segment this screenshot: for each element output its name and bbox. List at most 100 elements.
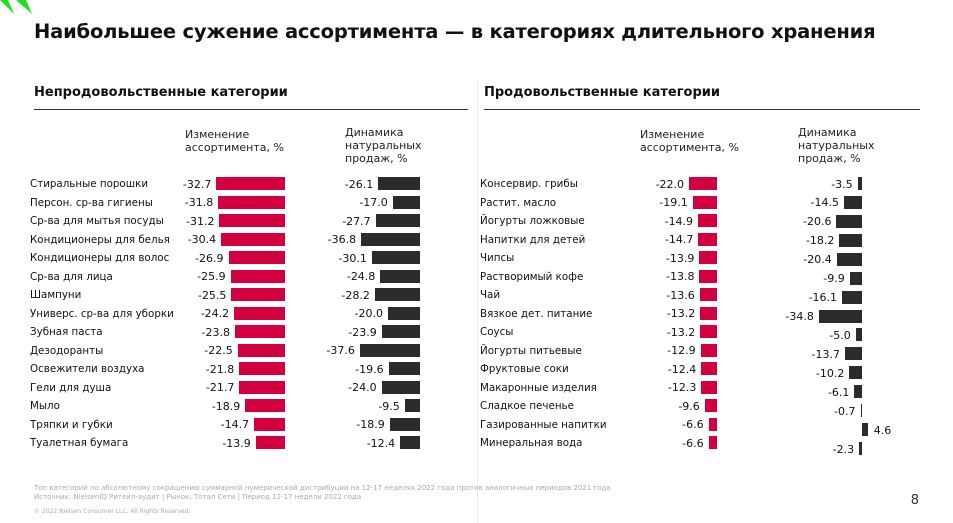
- assortment-value: -26.9: [195, 251, 224, 265]
- sales-bar: [859, 442, 862, 455]
- assortment-value: -13.2: [666, 307, 696, 320]
- assortment-bar: [255, 436, 285, 449]
- category-label: Тряпки и губки: [30, 418, 113, 431]
- assortment-value: -30.4: [187, 233, 217, 246]
- sales-value: -19.6: [355, 362, 384, 376]
- assortment-value: -13.2: [666, 325, 696, 339]
- category-label: Фруктовые соки: [480, 363, 569, 375]
- sales-bar: [855, 328, 862, 342]
- sales-bar: [862, 423, 868, 437]
- assortment-bar: [219, 214, 285, 227]
- assortment-value: -24.2: [200, 307, 230, 320]
- assortment-value: -25.9: [197, 270, 226, 283]
- sales-value: -5.0: [829, 328, 851, 342]
- sales-value: -3.5: [831, 177, 853, 191]
- assortment-value: -6.6: [682, 436, 704, 450]
- section-title: Непродовольственные категории: [34, 85, 288, 100]
- sales-bar: [400, 436, 420, 449]
- sales-bar: [359, 343, 420, 357]
- assortment-bar: [708, 436, 717, 449]
- assortment-bar: [698, 214, 717, 227]
- assortment-value: -13.9: [665, 251, 695, 265]
- assortment-value: -14.7: [220, 418, 250, 431]
- sales-bar: [380, 269, 420, 283]
- category-label: Сладкое печенье: [480, 400, 574, 412]
- sales-bar: [849, 366, 862, 380]
- category-label: Макаронные изделия: [480, 381, 597, 394]
- category-label: Чипсы: [480, 252, 515, 264]
- assortment-bar: [234, 306, 285, 320]
- sales-bar: [836, 214, 862, 228]
- sales-value: -28.2: [341, 288, 370, 302]
- sales-bar: [361, 232, 420, 246]
- assortment-bar: [239, 380, 285, 394]
- section-rule: [484, 109, 920, 110]
- sales-value: -2.3: [832, 442, 855, 456]
- category-label: Кондиционеры для волос: [30, 252, 170, 264]
- category-label: Консервир. грибы: [480, 178, 578, 190]
- category-label: Кондиционеры для белья: [30, 233, 170, 246]
- assortment-value: -13.8: [666, 270, 695, 283]
- category-label: Растворимый кофе: [480, 270, 584, 283]
- sales-value: -9.5: [378, 399, 400, 413]
- header-sales: Динамика натуральных продаж, %: [798, 126, 875, 165]
- assortment-value: -32.7: [182, 177, 212, 191]
- sales-bar: [381, 325, 420, 338]
- sales-bar: [845, 347, 862, 361]
- sales-value: -36.8: [327, 233, 357, 246]
- assortment-bar: [692, 195, 717, 209]
- category-label: Минеральная вода: [480, 437, 583, 449]
- assortment-bar: [701, 380, 717, 394]
- footnote: Топ категорий по абсолютному сокращению …: [34, 484, 611, 492]
- sales-value: -26.1: [344, 177, 374, 191]
- sales-value: -24.8: [346, 270, 376, 283]
- sales-bar: [388, 362, 420, 375]
- sales-value: -20.0: [354, 307, 383, 320]
- category-label: Шампуни: [30, 289, 82, 301]
- assortment-value: -14.9: [664, 214, 694, 228]
- assortment-bar: [239, 362, 285, 375]
- assortment-bar: [218, 195, 285, 209]
- assortment-value: -25.5: [197, 288, 227, 302]
- sales-value: -10.2: [815, 366, 845, 380]
- sales-bar: [375, 214, 420, 227]
- category-label: Стиральные порошки: [30, 178, 149, 190]
- assortment-value: -21.8: [205, 362, 235, 376]
- assortment-bar: [231, 288, 285, 301]
- assortment-value: -23.8: [201, 325, 231, 339]
- sales-value: 4.6: [873, 423, 892, 437]
- sales-bar: [818, 309, 862, 323]
- sales-bar: [860, 404, 862, 418]
- header-assortment: Изменение ассортимента, %: [640, 128, 739, 154]
- assortment-bar: [235, 325, 285, 338]
- header-sales: Динамика натуральных продаж, %: [345, 126, 422, 165]
- sales-value: -20.6: [802, 215, 832, 229]
- category-label: Йогурты ложковые: [480, 215, 585, 227]
- sales-bar: [842, 290, 862, 304]
- copyright: © 2022 Nielsen Consumer LLC. All Rights …: [34, 508, 191, 515]
- header-assortment: Изменение ассортимента, %: [185, 128, 284, 154]
- sales-value: -20.4: [803, 253, 832, 267]
- sales-bar: [371, 251, 420, 264]
- assortment-bar: [699, 251, 717, 264]
- assortment-value: -9.6: [678, 399, 700, 413]
- category-label: Соусы: [480, 326, 514, 338]
- sales-value: -16.1: [808, 291, 838, 305]
- page-title: Наибольшее сужение ассортимента — в кате…: [34, 20, 876, 43]
- sales-value: -30.1: [338, 251, 367, 265]
- category-label: Дезодоранты: [30, 344, 104, 357]
- assortment-value: -12.3: [667, 381, 697, 394]
- category-label: Гели для душа: [30, 381, 112, 394]
- assortment-bar: [221, 232, 285, 246]
- sales-value: -34.8: [785, 310, 814, 323]
- assortment-value: -22.5: [204, 344, 233, 357]
- divider: [477, 80, 478, 523]
- sales-value: -27.7: [342, 214, 371, 228]
- sales-value: -12.4: [366, 436, 396, 450]
- sales-value: -37.6: [326, 344, 355, 357]
- assortment-bar: [708, 417, 717, 431]
- assortment-value: -12.4: [667, 362, 697, 376]
- category-label: Напитки для детей: [480, 233, 586, 246]
- assortment-value: -12.9: [667, 344, 696, 357]
- sales-value: -9.9: [823, 272, 845, 286]
